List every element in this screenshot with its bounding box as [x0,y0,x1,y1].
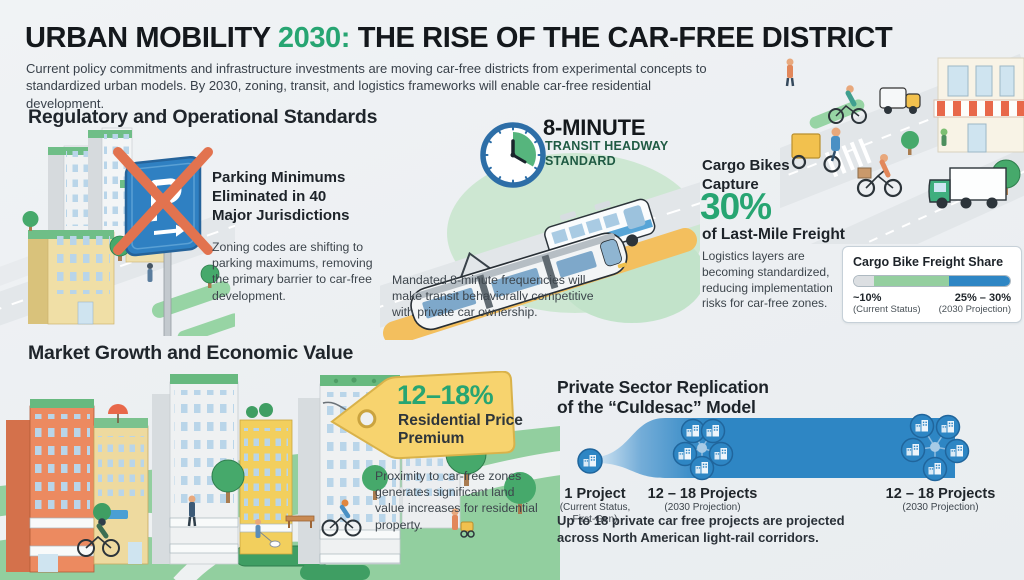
replication-heading-line1: Private Sector Replication [557,377,769,397]
cargo-bike-courier-icon [856,154,903,198]
freight-current-value: ~10% [853,292,882,304]
freight-projection-block: 25% – 30% (2030 Projection) [939,292,1011,315]
clock-icon [480,122,546,188]
stage-label: 1 Project [564,486,626,502]
replication-heading-line2: of the “Culdesac” Model [557,397,756,418]
pedestrian-icon [785,58,795,87]
dog-walker-icon [255,519,281,548]
page-title: URBAN MOBILITY 2030: THE RISE OF THE CAR… [25,22,893,55]
freight-projection-label: (2030 Projection) [938,304,1011,315]
replication-stage-current: 1 Project (Current Status, First-Gen) [552,486,638,526]
cyclist-icon [321,499,362,537]
stage-sublabel: (Current Status, First-Gen) [559,502,631,525]
page-title-part2: THE RISE OF THE CAR-FREE DISTRICT [350,22,893,54]
tram-icon [410,232,628,331]
cyclist-icon [77,518,120,557]
cargo-subheadline: of Last-Mile Freight [702,226,845,243]
shop-icon [933,57,1024,153]
transit-headway-label: TRANSIT HEADWAY STANDARD [545,139,669,168]
freight-bar-projection-segment [949,276,1010,286]
orange-building [6,399,95,573]
stage-label: 12 – 18 Projects [647,486,758,502]
price-premium-body: Proximity to car-free zones generates si… [375,469,538,532]
freight-projection-value: 25% – 30% [954,292,1011,304]
no-parking-sign-icon [113,147,213,336]
cargo-trike-icon [791,127,841,173]
project-node-single [577,448,603,474]
bench-icon [285,515,315,528]
freight-share-bar [853,275,1011,287]
price-premium-label: Residential Price Premium [398,412,523,447]
page-title-part1: URBAN MOBILITY [25,22,278,54]
price-premium-value: 12–18% [397,380,494,410]
freight-bar-base-segment [854,276,875,286]
transit-headway-value: 8-MINUTE [543,115,646,140]
freight-bar-current-segment [874,276,950,286]
freight-share-card: Cargo Bike Freight Share ~10% (Current S… [842,246,1022,323]
replication-heading: Private Sector Replication of the “Culde… [557,377,769,418]
freight-current-block: ~10% (Current Status) [853,292,921,315]
section-heading-regulatory: Regulatory and Operational Standards [28,106,378,128]
parking-stat-headline: Parking Minimums Eliminated in 40 Major … [212,169,350,224]
delivery-truck-icon [928,167,1007,209]
cargo-bikes-headline: Cargo Bikes Capture [702,157,790,193]
parking-stat-body: Zoning codes are shifting to parking max… [212,240,373,303]
cargo-share-value: 30% [700,186,772,227]
replication-flow-diagram [577,413,970,482]
stroller-person-icon [451,508,475,538]
transit-body: Mandated 8-minute frequencies will make … [392,273,594,320]
replication-stage-projection-1: 12 – 18 Projects (2030 Projection) [630,486,775,514]
replication-caption: Up to 18 private car free projects are p… [557,513,845,545]
section-heading-market: Market Growth and Economic Value [28,342,354,364]
replication-stage-projection-2: 12 – 18 Projects (2030 Projection) [868,486,1013,514]
stage-label: 12 – 18 Projects [885,486,996,502]
city-block-illustration [0,127,235,336]
page-title-year: 2030: [277,22,351,54]
cargo-body: Logistics layers are becoming standardiz… [702,249,833,311]
pedestrian-icon [147,263,153,282]
freight-current-label: (Current Status) [853,304,921,315]
page-subtitle: Current policy commitments and infrastru… [26,61,707,111]
stage-sublabel: (2030 Projection) [664,502,741,513]
tan-building-front [28,230,115,325]
price-tag-icon [322,371,516,460]
project-cluster-2 [900,413,970,482]
street-scene-illustration [780,53,1024,244]
delivery-van-icon [879,87,921,114]
cyclist-icon [828,85,867,124]
transit-illustration [380,122,700,340]
freight-share-title: Cargo Bike Freight Share [853,255,1004,269]
pedestrian-icon [187,495,197,527]
yellow-building [239,403,293,555]
project-cluster-1 [672,418,734,481]
stage-sublabel: (2030 Projection) [902,502,979,513]
